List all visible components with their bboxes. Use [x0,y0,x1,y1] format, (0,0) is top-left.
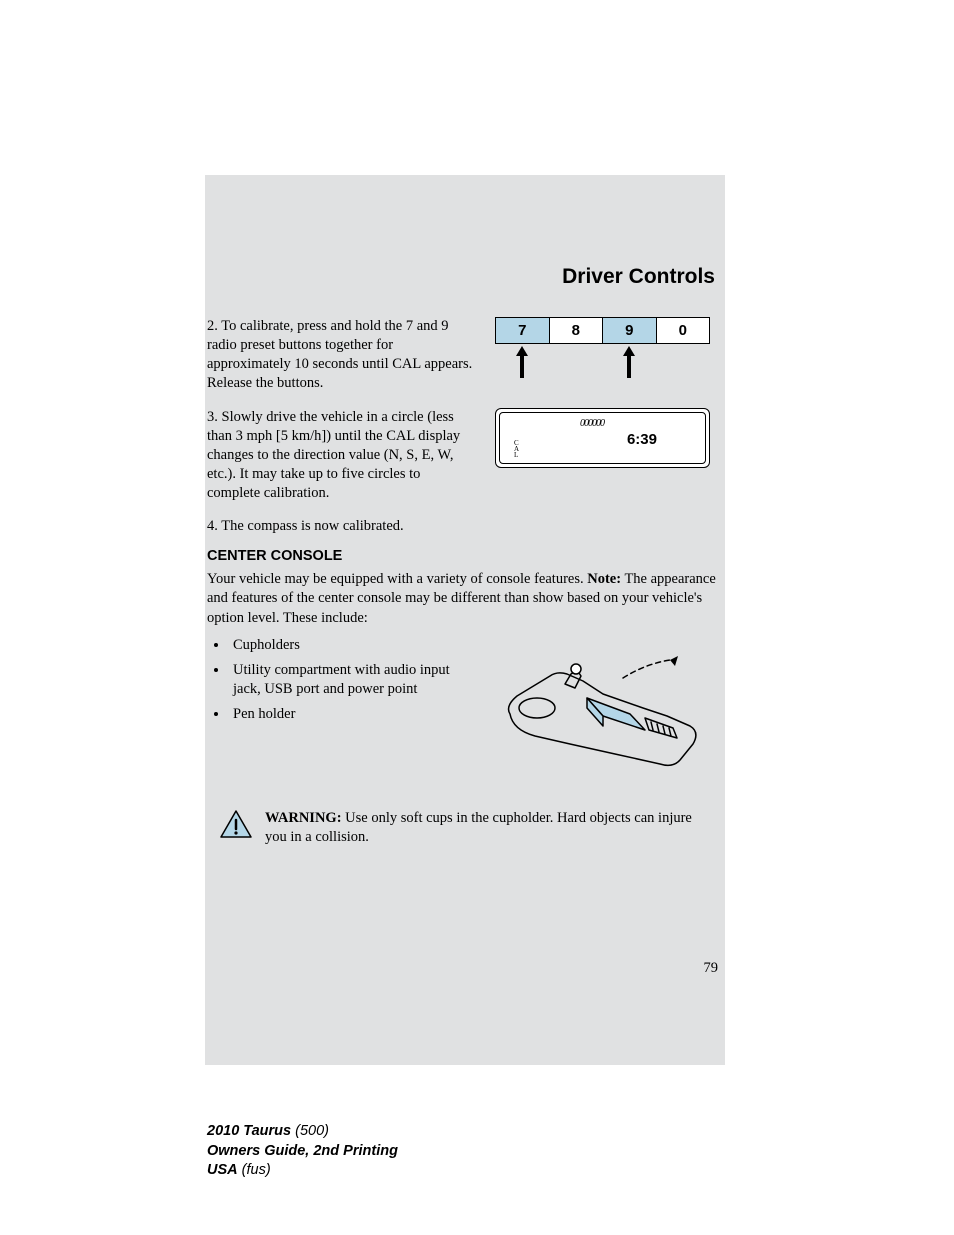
step-2-text: 2. To calibrate, press and hold the 7 an… [207,317,477,394]
arrow-up-icon [620,344,638,380]
center-console-heading: CENTER CONSOLE [207,548,717,564]
odometer-value: 000000 [580,418,604,429]
preset-button-7: 7 [496,318,550,343]
preset-button-0: 0 [657,318,710,343]
step-2-row: 2. To calibrate, press and hold the 7 an… [207,317,717,394]
console-intro: Your vehicle may be equipped with a vari… [207,570,717,627]
preset-arrows [495,344,710,384]
preset-button-8: 8 [550,318,604,343]
console-features-row: Cupholders Utility compartment with audi… [207,636,717,781]
warning-text: WARNING: Use only soft cups in the cupho… [265,809,705,847]
list-item: Utility compartment with audio input jac… [229,661,477,699]
center-console-figure [495,636,710,781]
step-3-text: 3. Slowly drive the vehicle in a circle … [207,408,477,504]
preset-button-9: 9 [603,318,657,343]
page-content: Driver Controls 2. To calibrate, press a… [207,265,717,857]
step-4-text: 4. The compass is now calibrated. [207,517,717,536]
warning-triangle-icon [219,809,253,844]
cal-indicator: C A L [514,440,520,459]
preset-button-row: 7 8 9 0 [495,317,710,344]
console-features-list: Cupholders Utility compartment with audi… [207,636,477,731]
display-figure: 000000 6:39 C A L [495,408,710,468]
clock-value: 6:39 [627,431,657,448]
footer: 2010 Taurus (500) Owners Guide, 2nd Prin… [207,1122,398,1181]
arrow-up-icon [513,344,531,380]
list-item: Cupholders [229,636,477,655]
warning-box: WARNING: Use only soft cups in the cupho… [207,799,717,857]
page-number: 79 [704,960,719,977]
preset-buttons-figure: 7 8 9 0 [495,317,710,384]
list-item: Pen holder [229,705,477,724]
step-3-row: 3. Slowly drive the vehicle in a circle … [207,408,717,504]
section-title: Driver Controls [207,265,717,289]
